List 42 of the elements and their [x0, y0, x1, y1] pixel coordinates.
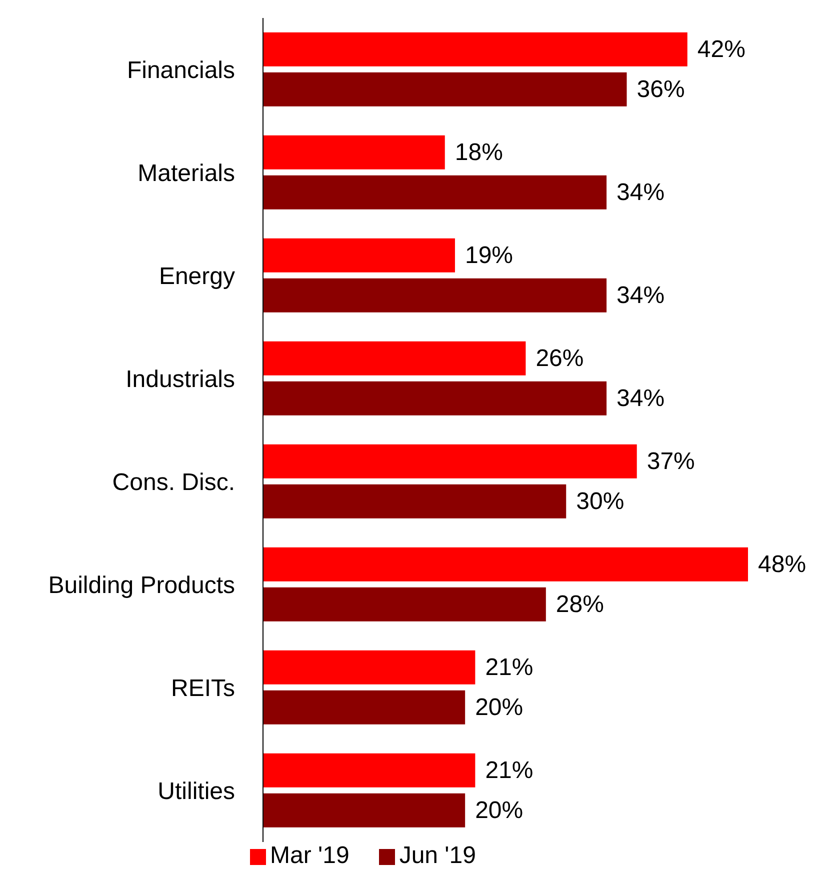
y-tick-label: Industrials — [126, 366, 235, 394]
bar — [263, 175, 607, 210]
bar — [263, 753, 476, 788]
y-tick-label: Building Products — [48, 572, 235, 600]
data-label: 34% — [616, 384, 665, 412]
bar — [263, 72, 627, 106]
data-label: 48% — [758, 550, 806, 578]
bar — [263, 650, 476, 684]
bar — [263, 32, 688, 66]
legend-label: Mar '19 — [270, 842, 350, 869]
data-label: 36% — [636, 76, 685, 103]
data-label: 42% — [697, 36, 746, 63]
data-label: 34% — [616, 178, 665, 206]
bar — [263, 381, 607, 416]
bar — [263, 278, 607, 312]
bar — [263, 793, 466, 828]
bar — [263, 587, 546, 622]
y-tick-label: Materials — [138, 160, 235, 188]
data-label: 18% — [454, 138, 503, 166]
bar — [263, 484, 566, 518]
bar — [263, 444, 637, 478]
y-tick-label: Energy — [158, 263, 235, 290]
data-label: 21% — [485, 654, 534, 681]
y-tick-label: Cons. Disc. — [112, 469, 235, 496]
data-label: 19% — [464, 242, 514, 269]
data-label: 20% — [475, 796, 524, 824]
data-label: 21% — [485, 756, 534, 784]
bar — [263, 238, 455, 272]
bar — [263, 547, 748, 582]
data-label: 37% — [646, 448, 695, 475]
data-label: 34% — [616, 282, 665, 309]
y-tick-label: Financials — [126, 57, 235, 84]
data-label: 28% — [556, 590, 604, 618]
legend-label: Jun '19 — [399, 842, 476, 869]
y-tick-label: REITs — [170, 675, 235, 702]
bar — [263, 135, 445, 170]
bar — [263, 341, 526, 376]
data-label: 26% — [536, 344, 584, 372]
data-label: 30% — [576, 488, 624, 515]
data-label: 20% — [475, 694, 524, 721]
bar — [263, 690, 466, 724]
y-tick-label: Utilities — [158, 778, 235, 806]
